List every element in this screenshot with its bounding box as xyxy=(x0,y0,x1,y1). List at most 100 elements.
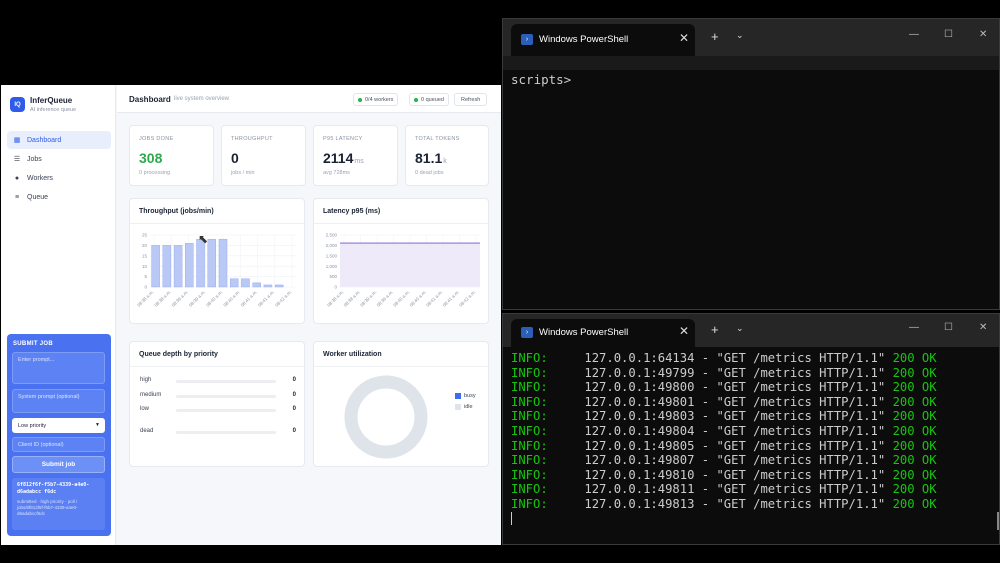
scrollbar[interactable] xyxy=(997,512,999,530)
stat-number: 81.1 xyxy=(415,150,443,166)
log-line: INFO: 127.0.0.1:49799 - "GET /metrics HT… xyxy=(511,366,937,380)
log-line: INFO: 127.0.0.1:49803 - "GET /metrics HT… xyxy=(511,409,937,423)
powershell-window-bottom[interactable]: › Windows PowerShell ✕ + ⌄ — ☐ ✕ INFO: 1… xyxy=(502,313,1000,545)
x-tick-label: 08:40 a.m. xyxy=(222,289,241,308)
maximize-icon[interactable]: ☐ xyxy=(944,322,953,333)
status-dot-icon xyxy=(414,97,418,102)
log-line: INFO: 127.0.0.1:49804 - "GET /metrics HT… xyxy=(511,424,937,438)
log-line: INFO: 127.0.0.1:49813 - "GET /metrics HT… xyxy=(511,497,937,511)
log-level: INFO: xyxy=(511,409,548,424)
log-request: 127.0.0.1:49807 - "GET /metrics HTTP/1.1… xyxy=(547,453,893,468)
queue-label-high: high xyxy=(140,377,152,383)
bar xyxy=(229,278,239,288)
new-tab-icon[interactable]: + xyxy=(711,322,719,337)
list-icon: ☰ xyxy=(13,156,21,163)
legend-idle-swatch xyxy=(455,404,461,410)
divider xyxy=(130,366,304,367)
log-status: 200 OK xyxy=(892,365,937,380)
queue-label-low: low xyxy=(140,406,150,412)
minimize-icon[interactable]: — xyxy=(909,322,919,333)
queue-label-dead: dead xyxy=(140,428,154,434)
divider xyxy=(130,223,304,224)
divider xyxy=(314,223,488,224)
y-tick-label: 0 xyxy=(334,285,337,290)
close-icon[interactable]: ✕ xyxy=(679,324,690,338)
sidebar-item-queue[interactable]: ≡ Queue xyxy=(7,188,111,206)
powershell-icon: › xyxy=(521,34,533,45)
log-request: 127.0.0.1:49810 - "GET /metrics HTTP/1.1… xyxy=(547,467,893,482)
stat-sub: jobs / min xyxy=(231,170,255,176)
chevron-down-icon: ▼ xyxy=(95,422,100,428)
bar xyxy=(196,238,205,288)
minimize-icon[interactable]: — xyxy=(909,29,919,40)
y-tick-label: 500 xyxy=(329,274,337,279)
stat-card-throughput: THROUGHPUT 0 jobs / min xyxy=(221,125,306,186)
x-tick-label: 08:42 a.m. xyxy=(274,289,293,308)
sidebar-item-workers[interactable]: ● Workers xyxy=(7,169,111,187)
stat-unit: ms xyxy=(354,158,364,165)
sidebar-item-dashboard[interactable]: ▦ Dashboard xyxy=(7,131,111,149)
prompt-input[interactable]: Enter prompt... xyxy=(12,352,105,384)
x-tick-label: 08:41 a.m. xyxy=(442,289,461,308)
page-subtitle: live system overview xyxy=(174,96,230,102)
x-tick-label: 08:38 a.m. xyxy=(326,289,345,308)
sidebar-item-label: Dashboard xyxy=(27,136,62,144)
x-tick-label: 08:40 a.m. xyxy=(205,289,224,308)
close-icon[interactable]: ✕ xyxy=(679,31,690,45)
tab-powershell[interactable]: › Windows PowerShell ✕ xyxy=(511,24,695,56)
new-tab-icon[interactable]: + xyxy=(711,29,719,44)
log-status: 200 OK xyxy=(892,394,937,409)
priority-select[interactable]: Low priority ▼ xyxy=(12,418,105,433)
window-close-icon[interactable]: ✕ xyxy=(979,322,988,333)
x-tick-label: 08:38 a.m. xyxy=(136,289,155,308)
log-level: INFO: xyxy=(511,380,548,395)
client-id-input[interactable]: Client ID (optional) xyxy=(12,437,105,452)
sidebar-item-jobs[interactable]: ☰ Jobs xyxy=(7,150,111,168)
grid-icon: ▦ xyxy=(13,137,21,144)
stat-value: 2114ms xyxy=(323,150,364,166)
queue-bar-dead xyxy=(176,431,276,434)
queued-badge-label: 0 queued xyxy=(421,96,444,103)
chevron-down-icon[interactable]: ⌄ xyxy=(736,30,744,40)
job-id: 6f812f6f-f5b7-4339-a4e0-d6adabcc f6dc xyxy=(17,482,90,495)
refresh-button[interactable]: Refresh xyxy=(454,93,488,106)
series-area xyxy=(340,243,480,287)
latency-chart-card: Latency p95 (ms) 0 500 1,000 1,500 2,000 2,50… xyxy=(313,198,489,324)
inferqueue-app: IQ InferQueue AI inference queue ▦ Dashb… xyxy=(1,85,501,545)
stat-card-p95-latency: P95 LATENCY 2114ms avg 728ms xyxy=(313,125,398,186)
log-request: 127.0.0.1:49799 - "GET /metrics HTTP/1.1… xyxy=(547,365,893,380)
x-tick-label: 08:38 a.m. xyxy=(343,289,362,308)
powershell-window-top[interactable]: › Windows PowerShell ✕ + ⌄ — ☐ ✕ scripts… xyxy=(502,18,1000,310)
priority-select-value: Low priority xyxy=(18,423,47,429)
x-tick-label: 08:40 a.m. xyxy=(392,289,411,308)
log-status: 200 OK xyxy=(892,409,937,424)
queue-bar-medium xyxy=(176,395,276,398)
log-level: INFO: xyxy=(511,497,548,511)
maximize-icon[interactable]: ☐ xyxy=(944,29,953,40)
sidebar-item-label: Workers xyxy=(27,174,53,182)
stat-label: P95 LATENCY xyxy=(323,136,363,142)
chevron-down-icon[interactable]: ⌄ xyxy=(736,323,744,333)
status-dot-icon xyxy=(358,97,362,102)
tab-powershell[interactable]: › Windows PowerShell ✕ xyxy=(511,319,695,347)
log-request: 127.0.0.1:64134 - "GET /metrics HTTP/1.1… xyxy=(547,351,893,365)
x-tick-label: 08:38 a.m. xyxy=(153,289,172,308)
stat-number: 2114 xyxy=(323,150,354,166)
brand-subtitle: AI inference queue xyxy=(30,107,77,113)
terminal-prompt[interactable]: scripts> xyxy=(511,72,572,87)
legend-busy-label: busy xyxy=(464,393,476,399)
log-status: 200 OK xyxy=(892,497,937,511)
bar xyxy=(274,284,284,288)
bar xyxy=(185,243,194,288)
submit-job-button[interactable]: Submit job xyxy=(12,456,105,473)
bar xyxy=(173,245,183,288)
x-tick-label: 08:41 a.m. xyxy=(257,289,276,308)
stat-card-jobs-done: JOBS DONE 308 0 processing xyxy=(129,125,214,186)
sidebar-item-label: Jobs xyxy=(27,155,42,163)
window-close-icon[interactable]: ✕ xyxy=(979,29,988,40)
submit-job-title: SUBMIT JOB xyxy=(13,341,54,347)
system-prompt-input[interactable]: System prompt (optional) xyxy=(12,389,105,413)
card-title: Worker utilization xyxy=(323,351,382,358)
log-line: INFO: 127.0.0.1:49800 - "GET /metrics HT… xyxy=(511,380,937,394)
